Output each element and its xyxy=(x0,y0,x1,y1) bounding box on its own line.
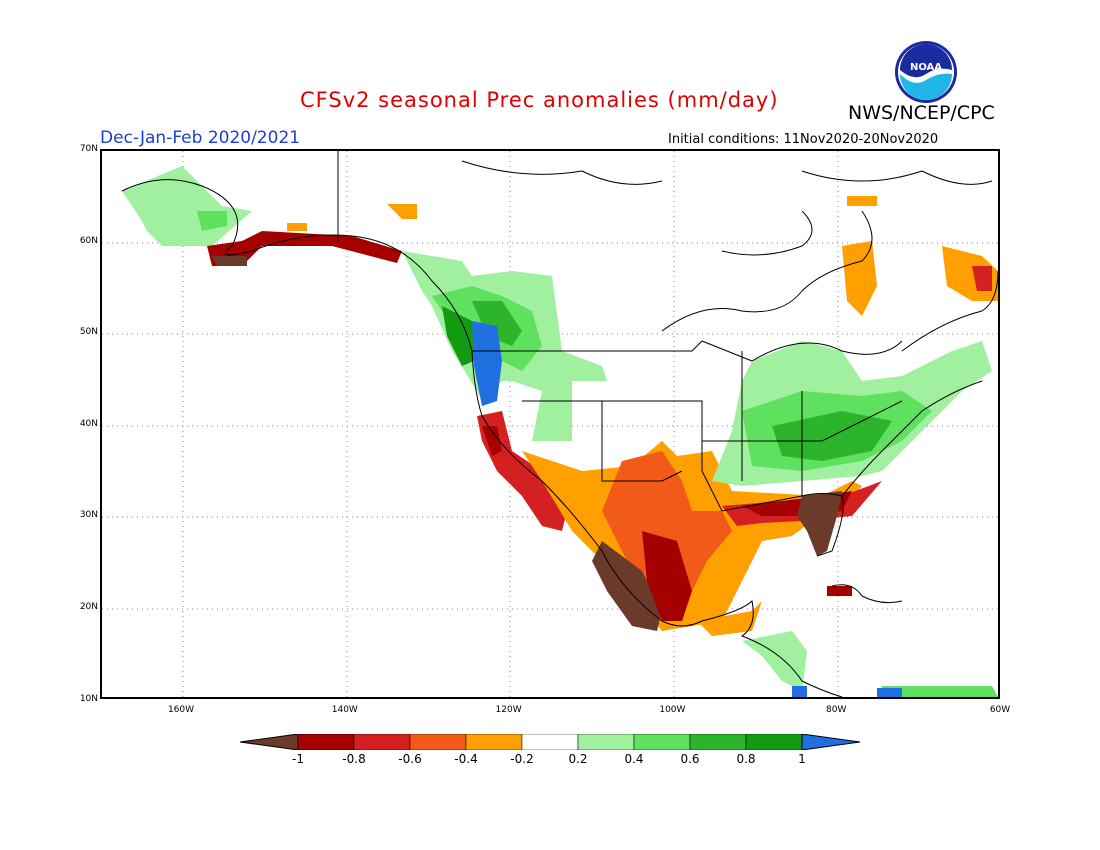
anomaly-fields xyxy=(122,166,998,697)
precip-map xyxy=(100,149,1000,699)
alaska-orange xyxy=(287,223,307,231)
labrador-dry xyxy=(842,241,877,316)
lon-tick-label: 160W xyxy=(167,705,195,715)
colorbar-tick-label: -1 xyxy=(292,752,304,766)
greenland-orange xyxy=(847,196,877,206)
lat-tick-label: 50N xyxy=(79,327,98,338)
alaska-coast-dry xyxy=(207,231,402,266)
lon-tick-label: 100W xyxy=(659,705,686,715)
lon-tick-label: 80W xyxy=(826,705,847,715)
alaska-wet-area xyxy=(122,166,252,246)
colorbar-segment xyxy=(353,734,411,750)
colorbar-segment xyxy=(577,734,635,750)
alaska-coast-brown xyxy=(212,256,247,266)
venezuela-blue xyxy=(877,688,902,697)
colorbar-tick-label: -0.6 xyxy=(398,752,422,766)
mexico-dark-dry xyxy=(592,541,662,631)
chart-title: CFSv2 seasonal Prec anomalies (mm/day) xyxy=(300,88,779,112)
colorbar-tick-label: -0.2 xyxy=(510,752,534,766)
central-america-wet xyxy=(742,631,807,691)
california-dry xyxy=(477,411,572,531)
logo-text: NOAA xyxy=(910,62,942,73)
colorbar xyxy=(240,734,860,750)
colorbar-tick-label: 0.8 xyxy=(736,752,756,766)
colorbar-high-arrow xyxy=(801,734,860,750)
colorbar-tick-label: 1 xyxy=(798,752,806,766)
alaska-south-wet xyxy=(197,211,227,231)
lon-tick-label: 140W xyxy=(331,705,358,715)
lat-tick-label: 20N xyxy=(79,602,98,612)
colorbar-tick-label: -0.8 xyxy=(342,752,366,766)
cuba-dry xyxy=(827,586,852,596)
colorbar-segment xyxy=(409,734,467,750)
lon-tick-label: 120W xyxy=(495,705,522,715)
florida-dry xyxy=(797,491,842,556)
yucatan-dry xyxy=(697,601,762,636)
map-canvas xyxy=(102,151,999,698)
colorbar-segment xyxy=(689,734,747,750)
colorbar-tick-label: 0.6 xyxy=(680,752,700,766)
venezuela-wet xyxy=(882,686,998,697)
mexico-red xyxy=(642,531,692,621)
period-label: Dec-Jan-Feb 2020/2021 xyxy=(100,128,301,148)
colorbar-tick-label: 0.2 xyxy=(568,752,588,766)
colorbar-segment xyxy=(745,734,803,750)
yukon-orange xyxy=(387,204,417,219)
texas-dry xyxy=(602,451,732,621)
lon-tick-label: 60W xyxy=(989,705,1011,715)
colorbar-segment xyxy=(465,734,523,750)
lat-tick-label: 30N xyxy=(79,510,98,521)
newfoundland-red xyxy=(972,266,992,291)
initial-conditions-label: Initial conditions: 11Nov2020-20Nov2020 xyxy=(668,132,939,147)
colorbar-tick-label: 0.4 xyxy=(624,752,644,766)
colorbar-segment xyxy=(297,734,355,750)
pnw-blue xyxy=(472,321,502,406)
colorbar-segment xyxy=(633,734,691,750)
lat-tick-label: 10N xyxy=(79,693,98,704)
california-dark xyxy=(482,426,502,456)
agency-label: NWS/NCEP/CPC xyxy=(848,102,995,124)
lat-tick-label: 70N xyxy=(79,144,98,154)
lat-tick-label: 40N xyxy=(79,418,98,429)
coastlines xyxy=(121,151,999,698)
colorbar-low-arrow xyxy=(240,734,299,750)
pnw-wet-strong xyxy=(442,306,474,366)
central-america-blue xyxy=(792,686,807,697)
noaa-logo-icon: NOAA xyxy=(895,41,957,103)
colorbar-segment xyxy=(521,734,579,750)
lat-tick-label: 60N xyxy=(79,235,98,246)
colorbar-tick-label: -0.4 xyxy=(454,752,478,766)
bc-wet-strong xyxy=(472,301,522,346)
